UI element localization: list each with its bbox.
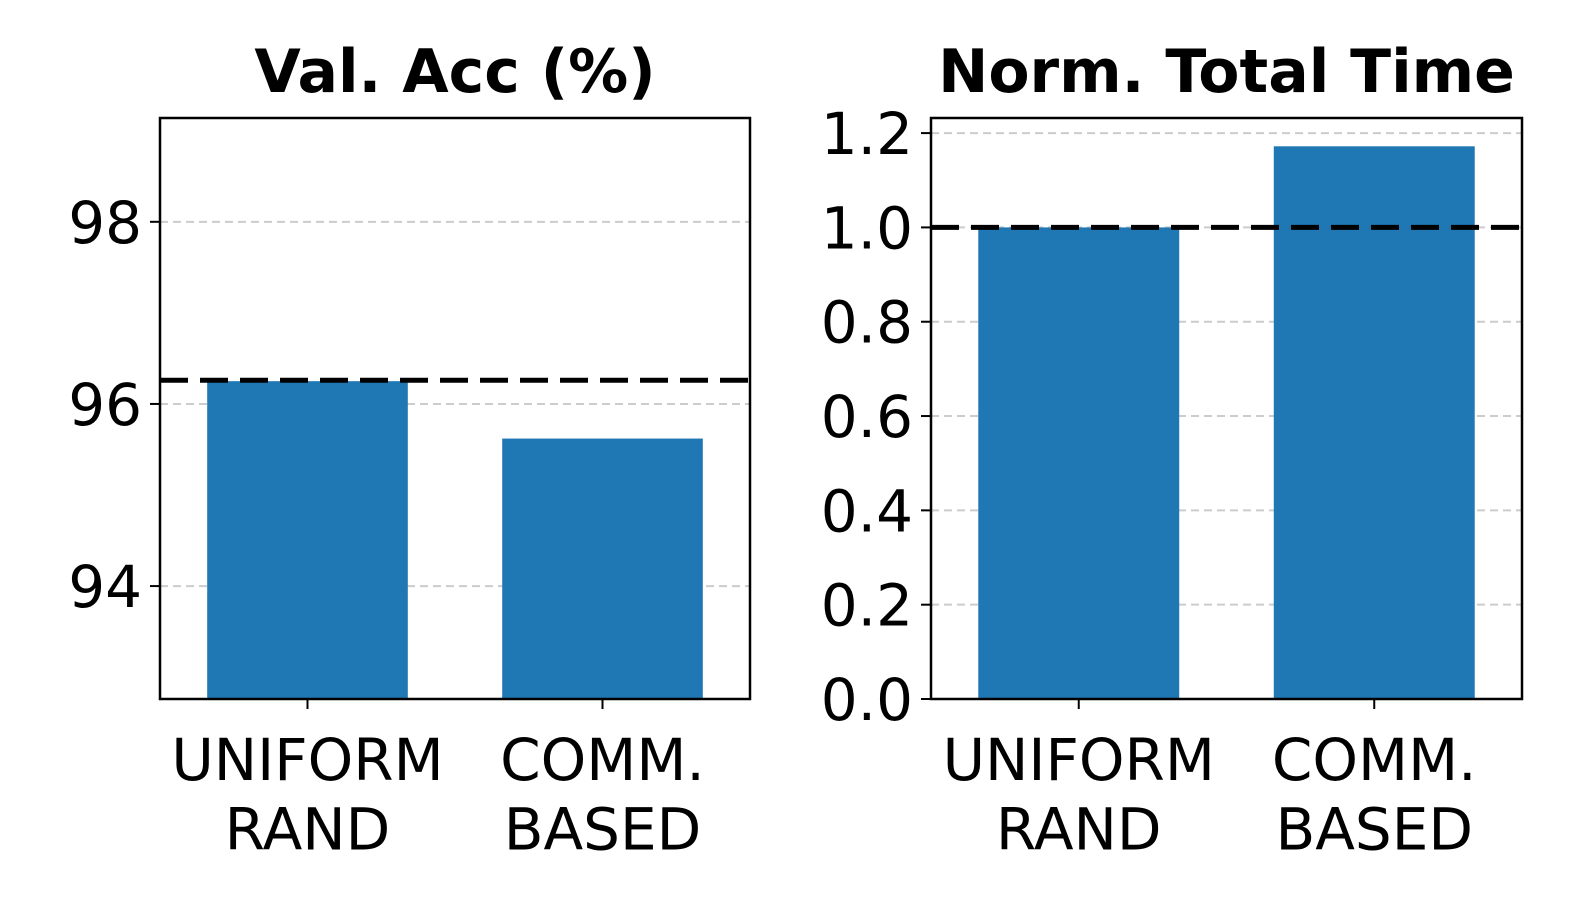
y-tick-label: 0.8 — [821, 289, 913, 357]
chart-title: Norm. Total Time — [938, 37, 1515, 107]
y-tick-label: 0.6 — [821, 383, 913, 451]
x-tick-label: UNIFORM RAND — [943, 726, 1215, 864]
bar — [1273, 146, 1475, 699]
y-tick-label: 1.2 — [821, 100, 913, 168]
y-tick-label: 94 — [68, 553, 142, 621]
x-tick-label: UNIFORM RAND — [171, 726, 443, 864]
x-tick-label: COMM. BASED — [1272, 726, 1477, 864]
y-tick-label: 0.4 — [821, 477, 913, 545]
y-tick-label: 0.2 — [821, 572, 913, 640]
bar — [207, 381, 408, 699]
y-tick-label: 1.0 — [821, 194, 913, 262]
x-tick-label: COMM. BASED — [500, 726, 705, 864]
y-tick-label: 96 — [68, 371, 142, 439]
y-tick-label: 0.0 — [821, 666, 913, 734]
axes-frame — [158, 116, 752, 701]
axes-frame — [929, 116, 1524, 701]
chart-title: Val. Acc (%) — [254, 37, 655, 107]
bar — [978, 227, 1180, 699]
y-tick-label: 98 — [68, 189, 142, 257]
bar — [502, 438, 703, 699]
